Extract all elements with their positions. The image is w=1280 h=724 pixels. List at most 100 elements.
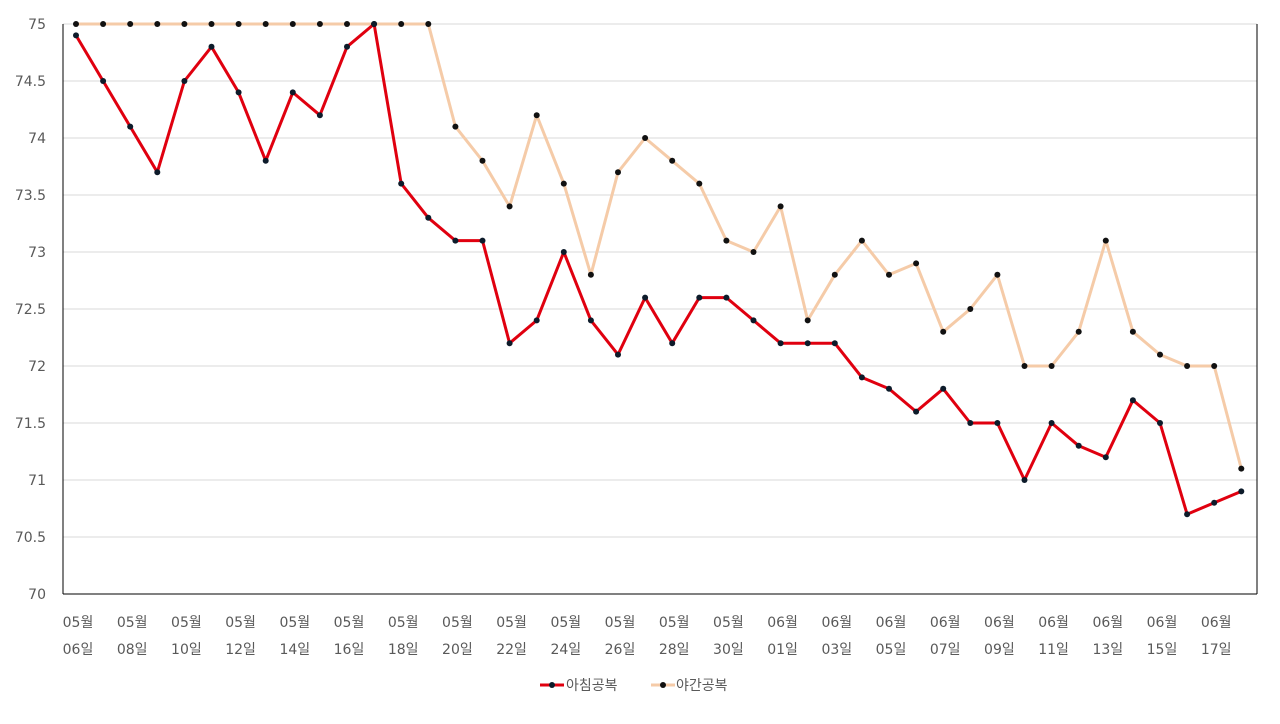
data-point-0 bbox=[1129, 397, 1136, 404]
x-tick-label-month: 06월 bbox=[1038, 615, 1069, 631]
axes bbox=[62, 24, 1258, 595]
data-point-0 bbox=[479, 237, 486, 244]
y-tick-label: 75 bbox=[28, 17, 46, 33]
data-point-1 bbox=[316, 21, 323, 27]
data-point-0 bbox=[1157, 420, 1163, 426]
y-tick-label: 74 bbox=[28, 131, 46, 147]
x-tick-label-day: 10일 bbox=[171, 642, 202, 658]
data-point-0 bbox=[1184, 511, 1191, 518]
x-tick-label-month: 05월 bbox=[659, 615, 690, 631]
data-point-1 bbox=[994, 271, 1001, 278]
data-point-0 bbox=[1211, 499, 1218, 506]
data-point-0 bbox=[289, 89, 296, 96]
data-point-0 bbox=[777, 340, 784, 347]
data-point-0 bbox=[669, 340, 676, 347]
x-tick-label-month: 05월 bbox=[171, 615, 202, 631]
x-tick-label-month: 06월 bbox=[1092, 615, 1123, 631]
data-point-1 bbox=[398, 21, 405, 27]
x-tick-label-month: 06월 bbox=[1201, 615, 1232, 631]
data-point-1 bbox=[208, 21, 215, 27]
x-tick-label-month: 05월 bbox=[713, 615, 744, 631]
data-point-0 bbox=[967, 420, 974, 426]
data-point-0 bbox=[100, 78, 107, 84]
data-point-1 bbox=[181, 21, 188, 27]
data-point-1 bbox=[804, 317, 811, 324]
y-tick-label: 72 bbox=[28, 359, 46, 375]
series-lines bbox=[74, 22, 1243, 516]
data-point-1 bbox=[967, 306, 974, 312]
data-point-0 bbox=[506, 340, 513, 347]
x-axis-tick-labels: 05월 06일 05월 08일 05월 10일 05월 12일 05월 14일 05월 16일 05월 1… bbox=[63, 615, 1232, 658]
data-point-0 bbox=[1048, 420, 1055, 426]
x-tick-label-month: 06월 bbox=[930, 615, 961, 631]
data-point-0 bbox=[804, 340, 811, 347]
x-tick-label-day: 16일 bbox=[334, 642, 365, 658]
data-point-1 bbox=[1184, 363, 1191, 369]
legend: 아침공복 야간공복 bbox=[540, 678, 728, 694]
series-line-1 bbox=[76, 22, 1243, 469]
y-tick-label: 70 bbox=[28, 587, 46, 603]
data-point-0 bbox=[1238, 488, 1245, 495]
data-point-1 bbox=[452, 123, 459, 130]
x-tick-label-day: 15일 bbox=[1147, 642, 1178, 658]
x-tick-label-month: 06월 bbox=[767, 615, 798, 631]
data-point-0 bbox=[235, 89, 242, 96]
data-point-1 bbox=[858, 237, 865, 244]
y-tick-label: 70.5 bbox=[15, 530, 46, 546]
x-tick-label-day: 12일 bbox=[225, 642, 256, 658]
data-point-1 bbox=[73, 21, 79, 27]
data-point-1 bbox=[642, 135, 649, 141]
data-point-1 bbox=[154, 21, 161, 27]
grid-lines bbox=[63, 23, 1257, 538]
x-tick-label-month: 05월 bbox=[225, 615, 256, 631]
x-tick-label-day: 24일 bbox=[550, 642, 581, 658]
data-point-0 bbox=[696, 294, 703, 301]
data-point-0 bbox=[750, 317, 757, 324]
series-markers bbox=[73, 21, 1245, 518]
data-point-1 bbox=[560, 180, 567, 187]
data-point-1 bbox=[886, 271, 892, 278]
data-point-1 bbox=[831, 271, 838, 278]
data-point-1 bbox=[1238, 465, 1245, 472]
data-point-0 bbox=[181, 78, 188, 84]
data-point-1 bbox=[1021, 363, 1028, 369]
x-tick-label-month: 06월 bbox=[984, 615, 1015, 631]
data-point-1 bbox=[723, 237, 730, 244]
data-point-1 bbox=[1048, 363, 1055, 369]
x-tick-label-day: 26일 bbox=[605, 642, 636, 658]
legend-label-1: 야간공복 bbox=[676, 678, 728, 694]
x-tick-label-day: 01일 bbox=[767, 642, 798, 658]
x-tick-label-month: 06월 bbox=[876, 615, 907, 631]
data-point-0 bbox=[425, 214, 432, 221]
data-point-0 bbox=[1075, 442, 1082, 449]
data-point-1 bbox=[1157, 351, 1163, 358]
x-tick-label-day: 17일 bbox=[1201, 642, 1232, 658]
x-tick-label-day: 07일 bbox=[930, 642, 961, 658]
x-tick-label-month: 06월 bbox=[1147, 615, 1178, 631]
data-point-1 bbox=[777, 203, 784, 210]
data-point-0 bbox=[154, 169, 161, 176]
data-point-0 bbox=[994, 420, 1001, 426]
series-line-0 bbox=[74, 22, 1242, 516]
legend-marker-1 bbox=[660, 682, 666, 688]
data-point-0 bbox=[858, 374, 865, 381]
x-tick-label-month: 05월 bbox=[334, 615, 365, 631]
x-tick-label-month: 05월 bbox=[605, 615, 636, 631]
data-point-0 bbox=[913, 408, 920, 415]
data-point-1 bbox=[289, 21, 296, 27]
x-tick-label-month: 05월 bbox=[117, 615, 148, 631]
x-tick-label-day: 13일 bbox=[1092, 642, 1123, 658]
y-tick-label: 73 bbox=[28, 245, 46, 261]
data-point-1 bbox=[1211, 363, 1218, 369]
data-point-1 bbox=[1102, 237, 1109, 244]
x-tick-label-month: 05월 bbox=[442, 615, 473, 631]
x-tick-label-day: 11일 bbox=[1038, 642, 1069, 658]
y-axis-tick-labels: 70 70.5 71 71.5 72 72.5 73 73.5 74 74.5 75 bbox=[15, 17, 46, 603]
x-tick-label-day: 05일 bbox=[876, 642, 907, 658]
data-point-1 bbox=[533, 112, 540, 119]
data-point-0 bbox=[940, 385, 947, 392]
data-point-1 bbox=[235, 21, 242, 27]
x-tick-label-month: 05월 bbox=[388, 615, 419, 631]
data-point-1 bbox=[1075, 328, 1082, 335]
